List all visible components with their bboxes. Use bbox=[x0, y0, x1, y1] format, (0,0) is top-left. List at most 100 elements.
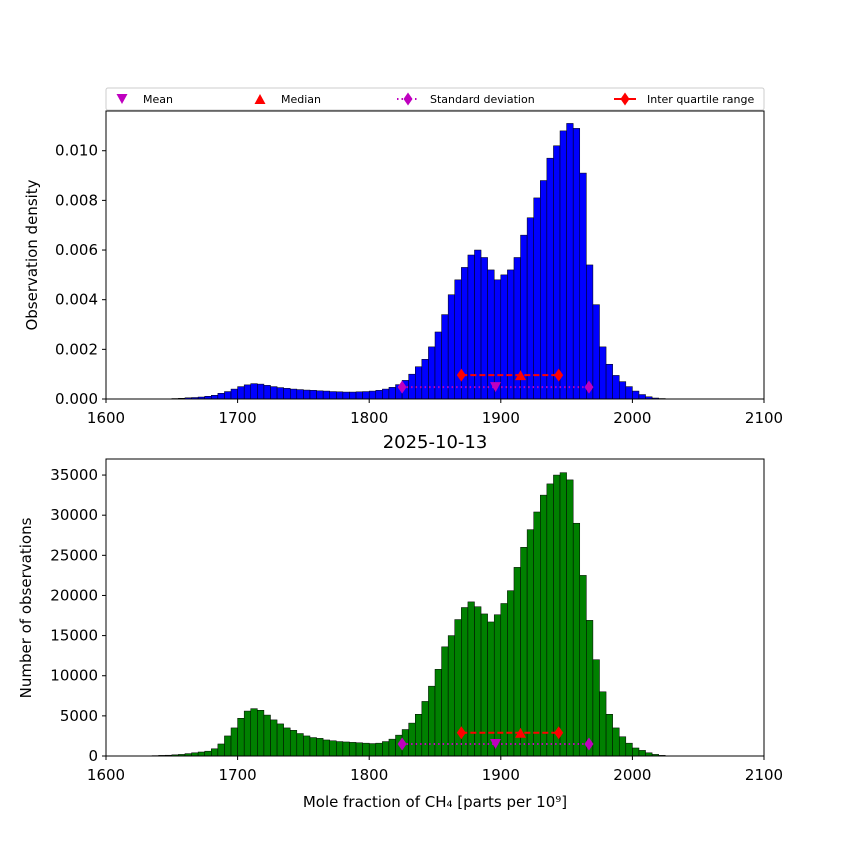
top-histogram-bar bbox=[322, 390, 330, 400]
top-histogram-bar bbox=[230, 388, 238, 400]
bottom-histogram-bar bbox=[257, 710, 265, 757]
top-histogram-bar bbox=[368, 390, 377, 400]
top-histogram-bar bbox=[533, 197, 541, 400]
top-y-axis-label: Observation density bbox=[23, 179, 41, 330]
top-stat-markers bbox=[397, 368, 594, 394]
bottom-histogram-bar bbox=[480, 613, 488, 757]
top-histogram-bar bbox=[625, 386, 633, 400]
legend-label-iqr: Inter quartile range bbox=[647, 93, 754, 106]
bottom-histogram-bar bbox=[375, 742, 383, 757]
bottom-histogram-bar bbox=[441, 646, 449, 757]
bottom-histogram-bar bbox=[605, 714, 613, 757]
top-histogram-bar bbox=[336, 391, 344, 400]
bottom-histogram-bar bbox=[513, 567, 521, 757]
top-histogram-bar bbox=[599, 346, 607, 400]
bottom-histogram-bar bbox=[336, 741, 344, 757]
top-x-tick-label: 1700 bbox=[219, 409, 257, 427]
top-histogram-bar bbox=[316, 390, 324, 400]
bottom-histogram-bar bbox=[362, 742, 370, 757]
top-histogram-bar bbox=[309, 390, 317, 400]
top-histogram-bar bbox=[579, 172, 587, 400]
top-histogram-bar bbox=[500, 274, 508, 400]
top-y-tick-label: 0.008 bbox=[55, 191, 98, 209]
bottom-histogram-bar bbox=[625, 742, 633, 757]
iqr-diamond-icon bbox=[620, 92, 630, 106]
bottom-histogram-bar bbox=[276, 723, 284, 757]
top-histogram-bar bbox=[243, 384, 252, 400]
top-histogram-bar bbox=[224, 391, 232, 400]
bottom-histogram-bar bbox=[553, 474, 561, 757]
top-median-marker bbox=[515, 370, 527, 381]
top-histogram-bar bbox=[572, 128, 581, 400]
bottom-histogram-bar bbox=[421, 701, 429, 757]
bottom-axes-frame bbox=[105, 458, 765, 757]
top-y-tick-label: 0.006 bbox=[55, 241, 98, 259]
bottom-histogram-bar bbox=[487, 621, 495, 757]
top-histogram-bar bbox=[638, 394, 646, 400]
top-y-axis: 0.000 0.002 0.004 0.006 0.008 0.010 bbox=[55, 142, 106, 408]
top-histogram-bar bbox=[605, 363, 613, 400]
top-histogram-bar bbox=[355, 391, 363, 400]
top-histogram-bar bbox=[250, 383, 258, 400]
bottom-histogram-bar bbox=[211, 748, 219, 757]
bottom-histogram-bar bbox=[632, 747, 640, 757]
legend-label-median: Median bbox=[281, 93, 321, 106]
bottom-histogram-bar bbox=[368, 743, 377, 757]
top-histogram-bar bbox=[507, 269, 515, 400]
bottom-y-tick-label: 10000 bbox=[50, 667, 98, 685]
top-histogram-bar bbox=[493, 279, 502, 400]
top-y-tick-label: 0.002 bbox=[55, 340, 98, 358]
bottom-y-tick-label: 25000 bbox=[50, 546, 98, 564]
legend-label-std: Standard deviation bbox=[430, 93, 535, 106]
bottom-x-tick-label: 2100 bbox=[745, 766, 783, 784]
bottom-histogram-bar bbox=[322, 739, 330, 757]
top-histogram-bar bbox=[382, 388, 390, 400]
bottom-y-axis-label: Number of observations bbox=[17, 517, 35, 698]
bottom-histogram-bar bbox=[230, 727, 238, 757]
top-histogram-bar bbox=[612, 375, 620, 400]
bottom-histogram-bar bbox=[382, 741, 390, 757]
bottom-x-tick-label: 1900 bbox=[482, 766, 520, 784]
bottom-y-tick-label: 35000 bbox=[50, 466, 98, 484]
bottom-histogram-bar bbox=[540, 494, 548, 757]
bottom-histogram-bar bbox=[618, 736, 627, 757]
legend-entry-iqr: Inter quartile range bbox=[614, 92, 754, 106]
bottom-std-low-marker bbox=[397, 737, 407, 751]
top-x-axis: 1600 1700 1800 1900 2000 2100 bbox=[87, 399, 783, 427]
bottom-y-tick-label: 20000 bbox=[50, 586, 98, 604]
bottom-histogram-bar bbox=[592, 659, 600, 757]
bottom-histogram-bar bbox=[217, 743, 225, 757]
top-histogram-bar bbox=[526, 217, 534, 400]
bottom-y-tick-label: 30000 bbox=[50, 506, 98, 524]
top-histogram-bar bbox=[474, 249, 482, 400]
top-histogram-bar bbox=[217, 393, 225, 400]
bottom-histogram-bar bbox=[224, 735, 232, 757]
bottom-histogram-bar bbox=[533, 511, 541, 757]
bottom-count-panel: 2025-10-13 1600 1700 1800 1900 2000 2100 0 500… bbox=[17, 432, 783, 811]
legend-entry-mean: Mean bbox=[116, 93, 173, 106]
top-x-tick-label: 1900 bbox=[482, 409, 520, 427]
top-histogram-bar bbox=[276, 387, 284, 400]
top-histogram-bar bbox=[270, 386, 278, 400]
bottom-histogram-bar bbox=[428, 685, 436, 757]
bottom-x-axis: 1600 1700 1800 1900 2000 2100 bbox=[87, 756, 783, 784]
mean-marker-icon bbox=[116, 94, 128, 104]
bottom-x-tick-label: 2000 bbox=[613, 766, 651, 784]
bottom-histogram-bar bbox=[204, 750, 212, 757]
bottom-histogram-bar bbox=[388, 738, 396, 757]
bottom-y-axis: 0 5000 10000 15000 20000 25000 30000 35000 bbox=[50, 466, 106, 765]
bottom-histogram-bar bbox=[447, 635, 455, 757]
top-histogram-bar bbox=[257, 383, 265, 400]
bottom-histogram-bar bbox=[415, 714, 423, 757]
bottom-histogram-bar bbox=[493, 614, 502, 757]
bottom-y-tick-label: 15000 bbox=[50, 627, 98, 645]
top-histogram-bar bbox=[237, 386, 245, 400]
bottom-bars bbox=[151, 472, 666, 757]
bottom-histogram-bar bbox=[638, 750, 646, 757]
top-histogram-bar bbox=[342, 391, 350, 400]
legend-frame bbox=[105, 87, 765, 111]
top-histogram-bar bbox=[375, 390, 383, 400]
top-histogram-bar bbox=[559, 130, 567, 400]
top-histogram-bar bbox=[421, 359, 429, 400]
top-axes-frame bbox=[105, 110, 765, 400]
